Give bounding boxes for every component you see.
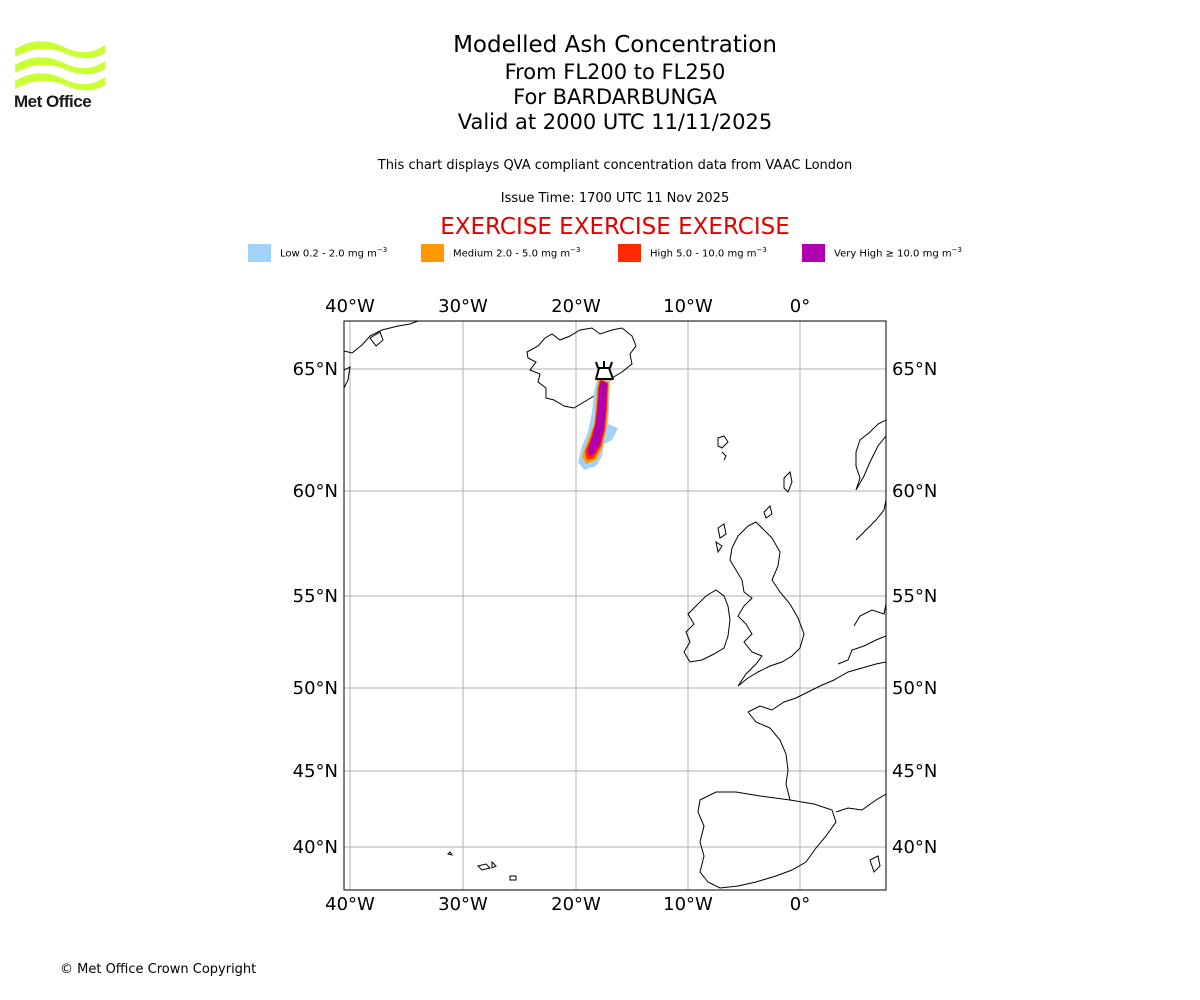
lon-label: 0°	[790, 894, 810, 915]
lat-label: 65°N	[892, 359, 937, 380]
flight-levels: From FL200 to FL250	[504, 60, 726, 84]
map-frame	[343, 320, 887, 891]
legend-swatch-high	[618, 244, 641, 262]
title-block: Modelled Ash Concentration From FL200 to…	[0, 30, 1200, 135]
lat-label: 40°N	[293, 837, 338, 858]
legend-label-very-high: Very High ≥ 10.0 mg m	[834, 248, 952, 260]
lat-label: 45°N	[293, 761, 338, 782]
lat-label: 55°N	[293, 586, 338, 607]
lat-label: 50°N	[892, 678, 937, 699]
lon-label: 40°W	[325, 296, 375, 317]
exercise-banner: EXERCISE EXERCISE EXERCISE	[440, 214, 790, 240]
lon-labels-top: 40°W 30°W 20°W 10°W 0°	[325, 296, 810, 317]
ash-plume	[578, 376, 618, 470]
lat-label: 60°N	[892, 481, 937, 502]
lat-label: 60°N	[293, 481, 338, 502]
lon-labels-bottom: 40°W 30°W 20°W 10°W 0°	[325, 894, 810, 915]
volcano-icon	[595, 361, 614, 380]
lon-label: 30°W	[438, 296, 488, 317]
coastlines	[344, 321, 886, 889]
lon-label: 40°W	[325, 894, 375, 915]
ash-very-high-region	[588, 380, 607, 456]
lon-label: 10°W	[663, 894, 713, 915]
legend-swatch-medium	[421, 244, 444, 262]
legend-label-low: Low 0.2 - 2.0 mg m	[280, 248, 377, 260]
legend-label-medium: Medium 2.0 - 5.0 mg m	[453, 248, 571, 260]
lon-label: 10°W	[663, 296, 713, 317]
legend-swatch-low	[248, 244, 271, 262]
lat-labels-left: 65°N 60°N 55°N 50°N 45°N 40°N	[293, 359, 338, 858]
logo-text: Met Office	[14, 92, 92, 111]
chart-description: This chart displays QVA compliant concen…	[377, 158, 853, 173]
copyright: © Met Office Crown Copyright	[60, 962, 257, 977]
lat-label: 40°N	[892, 837, 937, 858]
legend-label-high: High 5.0 - 10.0 mg m	[650, 248, 757, 260]
volcano-name: For BARDARBUNGA	[513, 85, 717, 109]
met-office-logo	[15, 41, 105, 91]
graticule	[344, 321, 886, 890]
lon-label: 0°	[790, 296, 810, 317]
lat-label: 50°N	[293, 678, 338, 699]
lat-label: 45°N	[892, 761, 937, 782]
lat-labels-right: 65°N 60°N 55°N 50°N 45°N 40°N	[892, 359, 937, 858]
lat-label: 55°N	[892, 586, 937, 607]
lon-label: 20°W	[551, 296, 601, 317]
lat-label: 65°N	[293, 359, 338, 380]
lon-label: 20°W	[551, 894, 601, 915]
page-title: Modelled Ash Concentration	[453, 32, 777, 58]
valid-time: Valid at 2000 UTC 11/11/2025	[457, 110, 773, 134]
legend-swatch-very-high	[802, 244, 825, 262]
lon-label: 30°W	[438, 894, 488, 915]
issue-time: Issue Time: 1700 UTC 11 Nov 2025	[500, 191, 730, 206]
